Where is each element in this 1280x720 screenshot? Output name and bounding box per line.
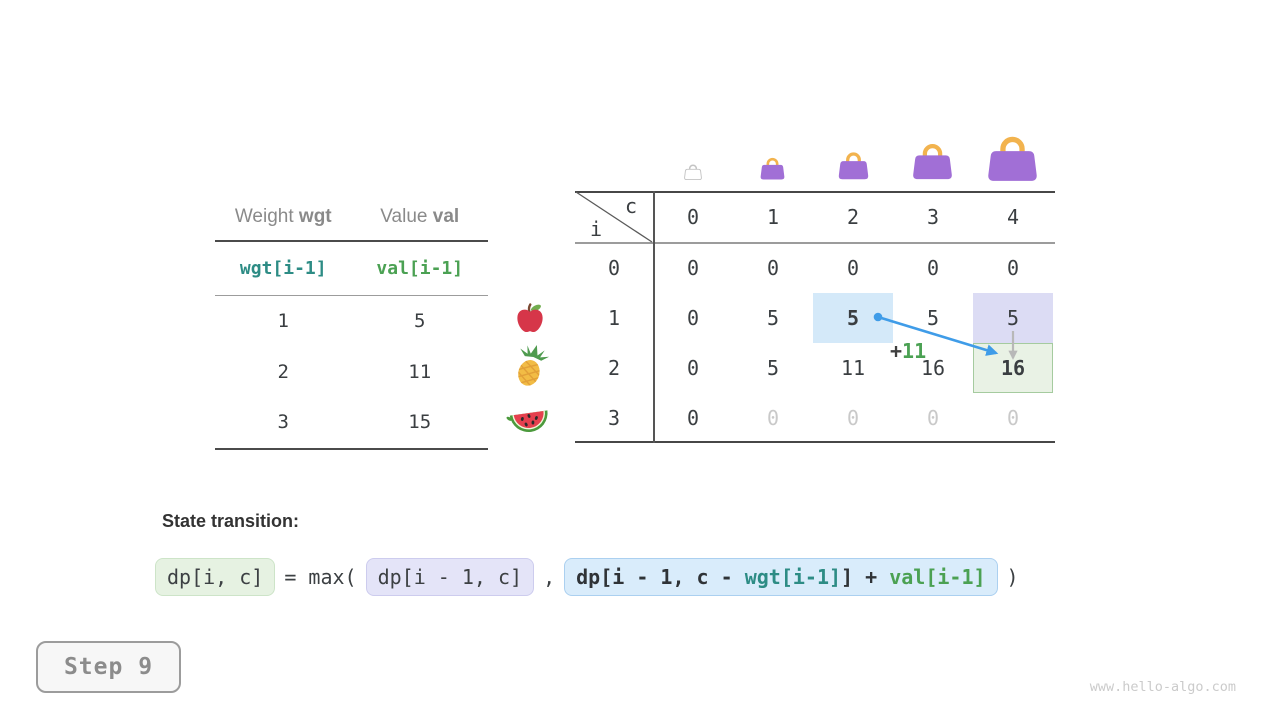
col-header-4: 4 (1006, 205, 1020, 229)
item-weight: 3 (277, 411, 289, 434)
item-weight: 1 (277, 310, 289, 333)
option2-plus: + (865, 565, 890, 589)
formula-close-paren: ) (1006, 565, 1019, 589)
dp-cell: 0 (1006, 406, 1020, 430)
corner-diagonal-line (575, 191, 653, 243)
item-value: 11 (408, 360, 432, 383)
option2-val-token: val[i-1] (889, 565, 986, 589)
dp-cell: 0 (766, 256, 780, 280)
col-header-1: 1 (766, 205, 780, 229)
table-vertical-divider (653, 191, 655, 443)
item-row-watermelon: 3 15 (215, 397, 488, 450)
dp-cell: 0 (686, 306, 700, 330)
step-badge: Step 9 (36, 641, 181, 693)
gain-value: 11 (902, 339, 927, 363)
dp-cell: 0 (1006, 256, 1020, 280)
dp-cell: 16 (920, 356, 946, 380)
dp-cell: 0 (846, 256, 860, 280)
dp-cell: 5 (926, 306, 940, 330)
state-transition-formula: dp[i, c] = max( dp[i - 1, c] , dp[i - 1,… (155, 558, 1019, 596)
col-header-2: 2 (846, 205, 860, 229)
table-header-separator (575, 242, 1055, 244)
dp-cell: 0 (686, 256, 700, 280)
bag-icon-capacity-4 (987, 133, 1038, 182)
wgt-index-label: wgt[i-1] (239, 258, 327, 279)
dp-cell: 0 (686, 356, 700, 380)
bag-icon-capacity-0 (684, 164, 702, 180)
pineapple-icon (515, 344, 550, 389)
dp-cell: 11 (840, 356, 866, 380)
table-top-border (575, 191, 1055, 193)
dp-cell: 0 (926, 256, 940, 280)
dp-cell-source-skip: 5 (973, 293, 1053, 343)
col-header-3: 3 (926, 205, 940, 229)
item-row-apple: 1 5 (215, 296, 488, 347)
dp-cell: 0 (846, 406, 860, 430)
bag-icon-capacity-3 (912, 141, 953, 180)
item-value: 15 (408, 411, 432, 434)
row-header-3: 3 (607, 406, 621, 430)
item-value: 5 (414, 310, 426, 333)
dp-table: c i 0 1 2 3 4 0 1 2 3 0 0 0 0 0 0 5 5 5 … (575, 191, 1055, 443)
formula-equals-max: = max( (284, 565, 357, 589)
bag-icon-capacity-1 (760, 157, 785, 180)
dp-cell: 5 (766, 356, 780, 380)
option2-bracket: ] (841, 565, 866, 589)
state-transition-label: State transition: (162, 511, 300, 531)
bag-icon-capacity-2 (838, 152, 869, 180)
watermark: www.hello-algo.com (1089, 679, 1236, 695)
col-header-0: 0 (686, 205, 700, 229)
corner-row-var: i (590, 217, 603, 241)
item-table: Weight wgt Value val wgt[i-1] val[i-1] 1… (215, 194, 488, 450)
formula-option2-box: dp[i - 1, c - wgt[i-1]] + val[i-1] (564, 558, 998, 596)
item-weight: 2 (277, 360, 289, 383)
row-header-0: 0 (607, 256, 621, 280)
dp-cell: 0 (926, 406, 940, 430)
dp-cell: 5 (766, 306, 780, 330)
watermelon-icon (506, 410, 548, 433)
item-row-pineapple: 2 11 (215, 347, 488, 398)
dp-cell-target: 16 (973, 343, 1053, 393)
table-bottom-border (575, 441, 1055, 443)
row-header-1: 1 (607, 306, 621, 330)
item-table-index-row: wgt[i-1] val[i-1] (215, 242, 488, 296)
weight-column-header: Weight wgt (234, 206, 332, 227)
value-gain-annotation: +11 (890, 339, 926, 363)
value-column-header: Value val (380, 206, 460, 227)
formula-lhs-box: dp[i, c] (155, 558, 276, 596)
row-header-2: 2 (607, 356, 621, 380)
option2-prefix: dp[i - 1, c - (576, 565, 745, 589)
dp-cell: 0 (686, 406, 700, 430)
item-table-header: Weight wgt Value val (215, 194, 488, 242)
plus-sign: + (890, 339, 903, 363)
apple-icon (517, 303, 543, 332)
dp-cell-source-take: 5 (813, 293, 893, 343)
formula-comma: , (543, 565, 556, 589)
option2-wgt-token: wgt[i-1] (744, 565, 842, 589)
val-index-label: val[i-1] (376, 258, 464, 279)
formula-option1-box: dp[i - 1, c] (365, 558, 535, 596)
dp-cell: 0 (766, 406, 780, 430)
corner-col-var: c (625, 194, 638, 218)
